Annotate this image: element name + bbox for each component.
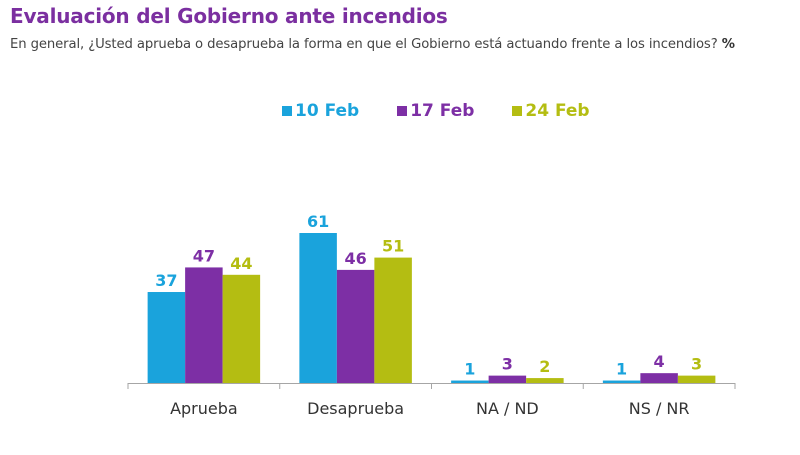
bar-aprueba-17-feb [185, 267, 223, 383]
data-label-aprueba-10-feb: 37 [155, 271, 177, 290]
bar-desaprueba-17-feb [336, 269, 375, 383]
bar-aprueba-24-feb [222, 274, 261, 383]
data-label-na-nd-24-feb: 2 [539, 357, 550, 376]
category-label-aprueba: Aprueba [170, 399, 238, 418]
category-label-ns-nr: NS / NR [629, 399, 690, 418]
category-label-na-nd: NA / ND [476, 399, 539, 418]
legend-label-10-feb: 10 Feb [295, 101, 360, 121]
data-label-aprueba-24-feb: 44 [230, 254, 252, 273]
bar-na-nd-10-feb [451, 380, 489, 383]
legend-item-10-feb: 10 Feb [282, 101, 359, 121]
chart-title: Evaluación del Gobierno ante incendios [10, 4, 448, 28]
unit-label: % [721, 37, 735, 52]
data-label-na-nd-17-feb: 3 [502, 355, 513, 374]
data-label-ns-nr-17-feb: 4 [654, 352, 665, 371]
bar-na-nd-24-feb [526, 378, 564, 383]
bar-ns-nr-24-feb [677, 375, 716, 383]
data-label-na-nd-10-feb: 1 [464, 360, 475, 379]
data-label-ns-nr-10-feb: 1 [616, 360, 627, 379]
legend: 10 Feb 17 Feb 24 Feb [282, 101, 628, 121]
data-label-desaprueba-17-feb: 46 [344, 249, 366, 268]
legend-swatch-10-feb [282, 106, 292, 116]
legend-swatch-17-feb [397, 106, 408, 116]
data-label-ns-nr-24-feb: 3 [691, 355, 702, 374]
legend-item-17-feb: 17 Feb [397, 101, 474, 121]
legend-label-17-feb: 17 Feb [410, 101, 475, 121]
bar-desaprueba-10-feb [299, 233, 337, 383]
bar-ns-nr-17-feb [640, 373, 678, 383]
data-label-aprueba-17-feb: 47 [193, 246, 215, 265]
bar-na-nd-17-feb [488, 375, 527, 383]
chart-subtitle: En general, ¿Usted aprueba o desaprueba … [10, 37, 735, 52]
subtitle-text: En general, ¿Usted aprueba o desaprueba … [10, 37, 718, 52]
category-label-desaprueba: Desaprueba [307, 399, 404, 418]
bar-desaprueba-24-feb [374, 257, 412, 383]
data-label-desaprueba-10-feb: 61 [307, 212, 329, 231]
bar-ns-nr-10-feb [602, 380, 641, 383]
legend-label-24-feb: 24 Feb [525, 101, 590, 121]
legend-swatch-24-feb [512, 106, 523, 116]
bar-aprueba-10-feb [147, 292, 186, 383]
legend-item-24-feb: 24 Feb [512, 101, 590, 121]
data-label-desaprueba-24-feb: 51 [382, 237, 404, 256]
